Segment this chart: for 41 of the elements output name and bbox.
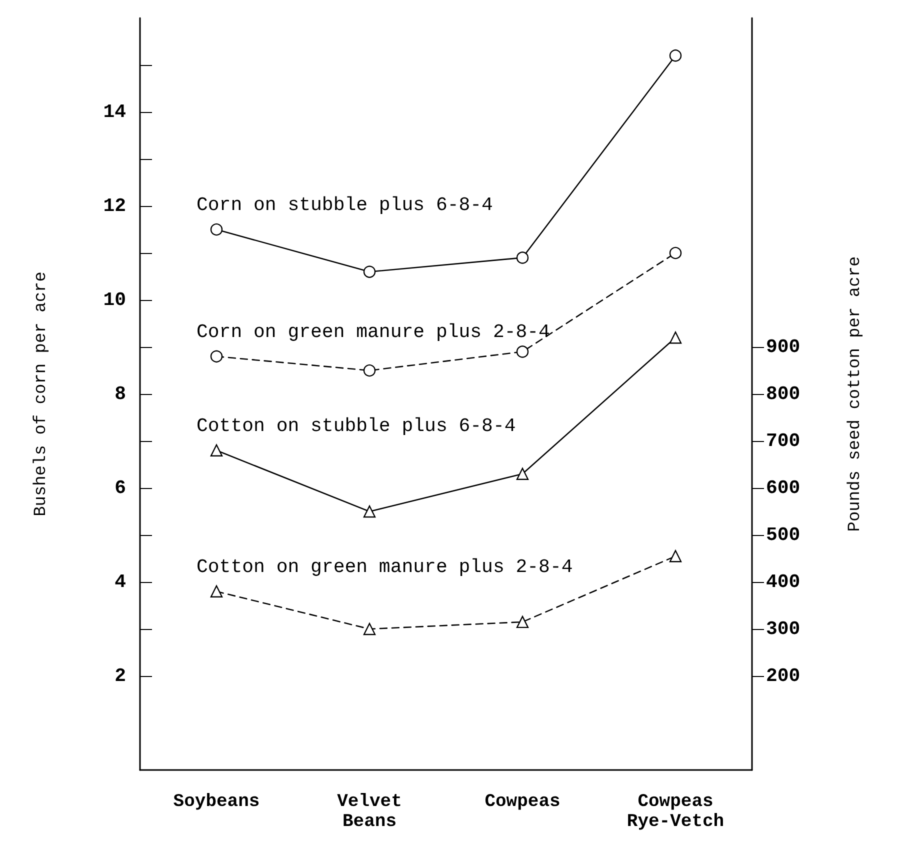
point <box>669 332 682 344</box>
point <box>516 346 529 358</box>
y-tick-label: 8 <box>114 383 126 405</box>
x-tick-label: Soybeans <box>173 792 260 812</box>
point <box>363 505 376 518</box>
point <box>210 350 223 362</box>
y-tick-label: 12 <box>103 195 126 217</box>
y2-tick-label: 900 <box>766 336 800 358</box>
x-tick-label: Cowpeas <box>484 792 560 812</box>
y-axis-title: Bushels of corn per acre <box>32 272 51 516</box>
series-label: Corn on stubble plus 6-8-4 <box>196 194 493 216</box>
y2-tick-label: 600 <box>766 477 800 499</box>
y-tick-label: 14 <box>103 101 126 123</box>
point <box>210 444 223 456</box>
series-label: Cotton on stubble plus 6-8-4 <box>196 414 516 437</box>
series-label: Corn on green manure plus 2-8-4 <box>196 320 550 343</box>
y-tick-label: 6 <box>114 477 126 499</box>
y2-tick-label: 500 <box>766 524 800 546</box>
y2-tick-label: 200 <box>766 665 800 687</box>
point <box>363 622 376 636</box>
x-tick-label: Cowpeas Rye-Vetch <box>626 792 724 832</box>
point <box>669 550 682 562</box>
point <box>669 50 682 62</box>
point <box>516 468 529 480</box>
point <box>210 223 223 236</box>
point <box>210 585 223 598</box>
y-tick-label: 10 <box>103 289 126 311</box>
point <box>669 246 682 260</box>
y2-axis-title: Pounds seed cotton per acre <box>846 256 865 532</box>
y2-tick-label: 800 <box>766 383 800 405</box>
y2-tick-label: 400 <box>766 571 800 593</box>
y2-tick-label: 700 <box>766 430 800 452</box>
y2-tick-label: 300 <box>766 618 800 640</box>
y-tick-label: 4 <box>114 571 126 593</box>
point <box>516 616 529 628</box>
point <box>516 252 529 264</box>
point <box>363 364 376 377</box>
x-tick-label: Velvet Beans <box>337 792 402 832</box>
y-tick-label: 2 <box>114 665 126 687</box>
series-label: Cotton on green manure plus 2-8-4 <box>196 556 573 578</box>
point <box>363 266 376 278</box>
